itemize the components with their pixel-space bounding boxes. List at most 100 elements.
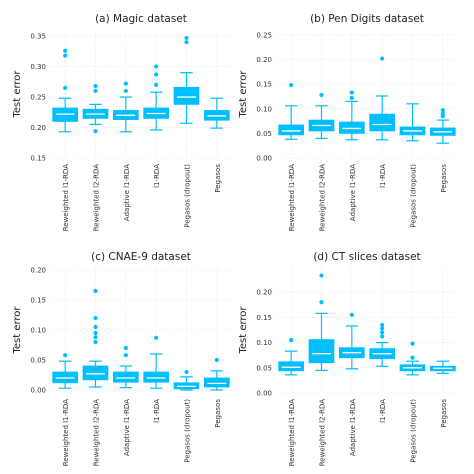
outlier-point <box>349 312 354 317</box>
x-tick-label: Pegasos (dropout) <box>184 399 192 463</box>
outlier-point <box>63 48 68 53</box>
outlier-point <box>93 330 98 336</box>
y-tick-label: 0.05 <box>30 357 46 365</box>
y-tick-label: 0.35 <box>30 33 46 41</box>
x-tick-label: Pegasos (dropout) <box>410 399 418 463</box>
y-tick-label: 0.00 <box>256 155 272 163</box>
outlier-point <box>123 345 128 351</box>
x-tick-label: Pegasos <box>214 399 222 428</box>
chart-panel-4: (d) CT slices dataset Test error 0.00 0.05 0… <box>238 251 458 466</box>
y-tick-label: 0.15 <box>256 81 272 89</box>
x-tick-label: Adaptive l1-RDA <box>123 399 131 456</box>
outlier-point <box>319 92 324 98</box>
x-tick-label: Reweighted l2-RDA <box>93 399 101 466</box>
box-iqr <box>112 371 139 383</box>
box-iqr <box>203 377 230 388</box>
x-tick-label: Reweighted l2-RDA <box>319 164 327 231</box>
outlier-point <box>380 326 385 331</box>
outlier-point <box>93 339 98 345</box>
outlier-point <box>289 337 294 343</box>
outlier-point <box>380 330 385 335</box>
outlier-point <box>154 72 159 77</box>
outlier-point <box>184 35 189 41</box>
boxplot-5 <box>173 35 200 124</box>
x-tick-label: Pegasos <box>214 164 222 193</box>
y-axis-label: Test error <box>12 70 23 119</box>
boxplot-3 <box>338 90 365 141</box>
outlier-point <box>93 288 98 294</box>
outlier-point <box>63 85 68 91</box>
outlier-point <box>123 353 128 358</box>
boxplot-4 <box>369 322 396 367</box>
outlier-point <box>214 357 219 363</box>
x-tick-label: l1-RDA <box>153 399 161 423</box>
boxplot-2 <box>82 83 109 134</box>
x-tick-label: Adaptive l1-RDA <box>349 164 357 221</box>
boxplot-2 <box>308 273 335 371</box>
outlier-point <box>154 64 159 69</box>
outlier-point <box>63 353 68 358</box>
chart-panel-3: (c) CNAE-9 dataset Test error 0.00 0.05 0.10… <box>12 251 232 466</box>
boxplot-5 <box>399 103 426 142</box>
outlier-point <box>123 88 128 94</box>
outlier-point <box>123 81 128 86</box>
x-tick-label: l1-RDA <box>153 164 161 188</box>
y-tick-label: 0.15 <box>256 314 272 322</box>
boxplot-1 <box>52 353 79 389</box>
y-tick-label: 0.25 <box>30 94 46 102</box>
box-iqr <box>369 113 396 132</box>
y-tick-label: 0.15 <box>30 155 46 163</box>
y-tick-label: 0.00 <box>30 387 46 395</box>
chart-panel-2: (b) Pen Digits dataset Test error 0.00 0.05… <box>238 13 458 231</box>
box-iqr <box>338 121 365 134</box>
y-axis-label: Test error <box>12 306 23 355</box>
y-tick-label: 0.15 <box>30 297 46 305</box>
x-tick-label: Reweighted l2-RDA <box>93 164 101 231</box>
y-tick-label: 0.00 <box>256 390 272 398</box>
boxplot-4 <box>143 335 170 389</box>
outlier-point <box>93 129 98 134</box>
x-tick-label: l1-RDA <box>379 164 387 188</box>
y-tick-label: 0.20 <box>256 56 272 64</box>
y-tick-label: 0.20 <box>256 289 272 297</box>
y-tick-label: 0.05 <box>256 364 272 372</box>
box-iqr <box>143 371 170 383</box>
boxplot-2 <box>82 288 109 388</box>
outlier-point <box>440 111 445 116</box>
x-tick-label: Reweighted l1-RDA <box>288 399 296 466</box>
boxplot-5 <box>399 341 426 376</box>
boxplot-6 <box>429 360 456 374</box>
x-tick-label: Adaptive l1-RDA <box>349 399 357 456</box>
outlier-point <box>63 53 68 58</box>
outlier-point <box>349 95 354 101</box>
y-tick-label: 0.30 <box>30 63 46 71</box>
x-tick-label: Pegasos <box>440 164 448 193</box>
x-tick-label: Reweighted l1-RDA <box>62 164 70 231</box>
y-tick-label: 0.20 <box>30 124 46 132</box>
outlier-point <box>319 300 324 305</box>
y-tick-label: 0.10 <box>30 327 46 335</box>
y-tick-label: 0.25 <box>256 31 272 39</box>
x-tick-label: l1-RDA <box>379 399 387 423</box>
outlier-point <box>154 335 159 340</box>
chart-title: (d) CT slices dataset <box>313 251 420 263</box>
box-iqr <box>278 124 305 136</box>
boxplot-1 <box>278 337 305 376</box>
box-iqr <box>82 365 109 381</box>
outlier-point <box>184 369 189 375</box>
x-tick-label: Reweighted l2-RDA <box>319 399 327 466</box>
x-tick-label: Pegasos <box>440 399 448 428</box>
chart-title: (c) CNAE-9 dataset <box>91 251 191 263</box>
boxplot-5 <box>173 369 200 391</box>
boxplot-1 <box>278 83 305 140</box>
outlier-point <box>410 341 415 346</box>
outlier-point <box>93 88 98 94</box>
boxplot-2 <box>308 92 335 139</box>
boxplot-4 <box>143 64 170 131</box>
outlier-point <box>289 83 294 88</box>
boxplot-3 <box>338 312 365 370</box>
outlier-point <box>184 40 189 45</box>
x-tick-label: Reweighted l1-RDA <box>288 164 296 231</box>
outlier-point <box>440 108 445 113</box>
